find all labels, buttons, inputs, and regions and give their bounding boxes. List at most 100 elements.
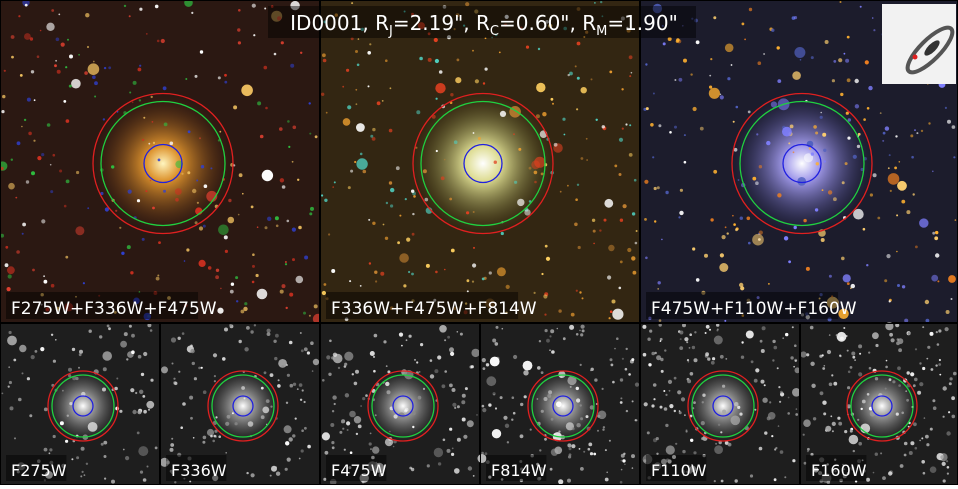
- star: [214, 375, 216, 377]
- star: [403, 284, 406, 287]
- star: [576, 398, 580, 402]
- star: [275, 334, 279, 338]
- star: [567, 479, 571, 483]
- star: [119, 227, 121, 229]
- star: [694, 358, 698, 362]
- star: [933, 406, 937, 410]
- star: [644, 180, 648, 184]
- star: [252, 4, 256, 8]
- star: [629, 75, 631, 77]
- panel-label: F475W: [331, 461, 387, 480]
- star: [889, 154, 891, 156]
- star: [916, 132, 918, 134]
- star: [182, 332, 185, 335]
- star: [489, 271, 492, 274]
- star: [610, 310, 613, 313]
- star: [18, 398, 22, 402]
- star: [355, 89, 357, 91]
- star: [953, 156, 955, 158]
- star: [463, 435, 467, 439]
- star: [454, 468, 460, 474]
- star: [592, 219, 595, 222]
- star: [497, 267, 506, 276]
- star: [174, 382, 177, 385]
- star: [537, 366, 541, 370]
- star: [280, 290, 284, 294]
- star: [68, 368, 72, 372]
- star: [31, 70, 34, 73]
- star: [355, 50, 358, 53]
- star: [139, 65, 141, 67]
- star: [24, 119, 26, 121]
- star: [910, 372, 914, 376]
- star: [495, 407, 497, 409]
- star: [401, 345, 403, 347]
- star: [557, 328, 559, 330]
- star: [287, 458, 291, 462]
- star: [430, 359, 433, 362]
- star: [845, 59, 849, 63]
- star: [750, 474, 753, 477]
- star: [534, 181, 537, 184]
- star: [7, 336, 17, 346]
- star: [690, 73, 692, 75]
- star: [898, 384, 901, 387]
- star: [405, 408, 409, 412]
- star: [764, 384, 766, 386]
- star: [27, 98, 31, 102]
- star: [714, 336, 723, 345]
- star: [898, 348, 902, 352]
- star: [524, 209, 530, 215]
- star: [171, 337, 176, 342]
- star: [847, 137, 850, 140]
- star: [323, 59, 327, 63]
- star: [674, 79, 676, 81]
- star: [767, 416, 771, 420]
- star: [238, 214, 240, 216]
- star: [389, 431, 391, 433]
- star: [725, 358, 727, 360]
- star: [568, 455, 571, 458]
- star: [777, 367, 779, 369]
- star: [137, 410, 141, 414]
- star: [746, 331, 754, 339]
- star: [631, 72, 633, 74]
- star: [310, 341, 314, 345]
- star: [764, 431, 767, 434]
- star: [186, 248, 189, 251]
- star: [548, 390, 552, 394]
- star: [356, 123, 365, 132]
- star: [454, 407, 456, 409]
- star: [737, 406, 740, 409]
- locator-inset: [882, 4, 958, 84]
- star: [869, 367, 872, 370]
- star: [467, 279, 470, 282]
- star: [123, 449, 125, 451]
- star: [542, 112, 546, 116]
- star: [303, 312, 306, 315]
- star: [669, 131, 672, 134]
- star: [513, 412, 516, 415]
- star: [375, 280, 377, 282]
- star: [720, 355, 724, 359]
- star: [896, 413, 899, 416]
- star: [457, 405, 460, 408]
- star: [922, 367, 925, 370]
- star: [847, 282, 850, 285]
- star: [299, 458, 301, 460]
- star: [251, 473, 255, 477]
- star: [139, 99, 141, 101]
- star: [635, 419, 637, 421]
- star: [875, 453, 878, 456]
- star: [897, 181, 907, 191]
- star: [593, 230, 596, 233]
- title-subscript: C: [490, 24, 499, 39]
- star: [859, 353, 861, 355]
- star: [779, 401, 781, 403]
- star: [343, 118, 351, 126]
- star: [919, 440, 921, 442]
- star: [546, 257, 550, 261]
- star: [784, 476, 786, 478]
- star: [543, 294, 547, 298]
- star: [285, 263, 287, 265]
